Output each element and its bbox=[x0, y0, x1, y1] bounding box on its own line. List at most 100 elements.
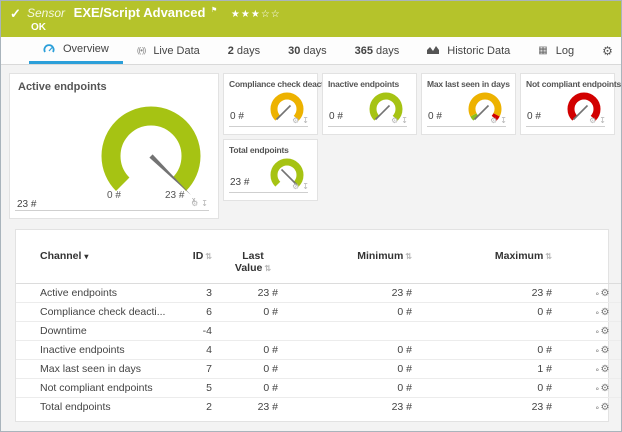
sensor-kind-label: Sensor bbox=[27, 6, 66, 20]
tab-365-days[interactable]: 365 days bbox=[354, 44, 400, 57]
gauge-current-value: 23 # bbox=[230, 177, 250, 188]
channel-last-value: 0 # bbox=[263, 382, 278, 394]
channel-settings-icon[interactable]: ⚙ bbox=[601, 326, 610, 337]
sensor-title: EXE/Script Advanced bbox=[73, 5, 206, 20]
tab-overview-label: Overview bbox=[63, 43, 109, 55]
gauge-max-label: 23 # bbox=[165, 190, 185, 201]
channel-name[interactable]: Downtime bbox=[40, 325, 87, 337]
gauge-title: Total endpoints bbox=[229, 145, 289, 155]
table-row: Inactive endpoints 4 0 # 0 # 0 # ⚙ bbox=[16, 341, 621, 360]
gauge-gear-icon[interactable]: ⚙ bbox=[490, 116, 498, 125]
tab-settings[interactable]: ⚙ Settings bbox=[588, 37, 621, 64]
channel-table-header-row: Channel ▾ ID ⇅ Last Value ⇅ Minimum ⇅ Maximum… bbox=[16, 244, 621, 284]
sensor-header: ✓ Sensor EXE/Script Advanced ⚑ ★★★☆☆ OK bbox=[1, 1, 621, 37]
live-data-signal-icon: ((•)) bbox=[136, 45, 147, 55]
tab-historic-data[interactable]: Historic Data bbox=[413, 37, 524, 64]
gauge-pin-icon[interactable]: ↧ bbox=[401, 116, 408, 125]
channel-id: -4 bbox=[202, 325, 212, 337]
channel-settings-icon[interactable]: ⚙ bbox=[601, 364, 610, 375]
tab-365-days-label: days bbox=[376, 44, 400, 57]
channel-settings-icon[interactable]: ⚙ bbox=[601, 383, 610, 394]
column-header-id[interactable]: ID ⇅ bbox=[192, 250, 212, 262]
channel-minimum: 23 # bbox=[391, 287, 412, 299]
channel-settings-icon[interactable]: ⚙ bbox=[601, 288, 610, 299]
channel-id: 2 bbox=[206, 401, 212, 414]
sort-icon[interactable]: ⇅ bbox=[405, 252, 412, 261]
tab-log[interactable]: ▦ Log bbox=[524, 37, 588, 64]
gauge-current-value: 0 # bbox=[329, 111, 343, 122]
channel-last-value: 0 # bbox=[263, 363, 278, 375]
gauge-current-value: 0 # bbox=[527, 111, 541, 122]
channel-id: 6 bbox=[206, 306, 212, 318]
table-row: Max last seen in days 7 0 # 0 # 1 # ⚙ bbox=[16, 360, 621, 379]
gauge-pin-icon[interactable]: ↧ bbox=[302, 116, 309, 125]
max-last-seen-gauge bbox=[468, 92, 502, 121]
channel-maximum bbox=[420, 322, 560, 341]
column-header-maximum[interactable]: Maximum ⇅ bbox=[494, 250, 552, 262]
channel-id: 5 bbox=[206, 382, 212, 394]
tab-log-label: Log bbox=[555, 44, 575, 57]
channel-name[interactable]: Active endpoints bbox=[40, 287, 118, 299]
tab-overview[interactable]: Overview bbox=[29, 37, 123, 64]
gauge-gear-icon[interactable]: ⚙ bbox=[292, 182, 300, 191]
gauge-current-value: 0 # bbox=[428, 111, 442, 122]
gauge-gear-icon[interactable]: ⚙ bbox=[292, 116, 300, 125]
status-ok-check-icon: ✓ bbox=[10, 6, 21, 21]
channel-name[interactable]: Inactive endpoints bbox=[40, 344, 125, 356]
column-header-minimum[interactable]: Minimum ⇅ bbox=[357, 250, 412, 262]
channel-settings-icon[interactable]: ⚙ bbox=[601, 402, 610, 413]
sort-desc-icon[interactable]: ▾ bbox=[84, 252, 89, 261]
gauge-pin-icon[interactable]: ↧ bbox=[599, 116, 606, 125]
tab-2-days[interactable]: 2 days bbox=[227, 44, 261, 57]
gauge-gear-icon[interactable]: ⚙ bbox=[391, 116, 399, 125]
column-header-channel[interactable]: Channel ▾ bbox=[40, 250, 89, 262]
gauge-pin-icon[interactable]: ↧ bbox=[201, 199, 208, 208]
tab-live-data-label: Live Data bbox=[153, 44, 200, 57]
stars-filled[interactable]: ★★★ bbox=[230, 9, 261, 20]
gauge-panel-active-endpoints: Active endpoints x 0 # 23 # 23 # ⚙ ↧ bbox=[9, 73, 219, 219]
channel-minimum: 0 # bbox=[397, 344, 412, 356]
channel-maximum: 1 # bbox=[537, 363, 552, 375]
channel-last-value: 0 # bbox=[263, 306, 278, 318]
gauge-panel-total-endpoints: Total endpoints 23 # ⚙ ↧ bbox=[223, 139, 318, 201]
sort-icon[interactable]: ⇅ bbox=[205, 252, 212, 261]
not-compliant-gauge bbox=[567, 92, 601, 121]
table-row: Compliance check deacti... 6 0 # 0 # 0 #… bbox=[16, 303, 621, 322]
channel-maximum: 23 # bbox=[531, 287, 552, 299]
gauge-gear-icon[interactable]: ⚙ bbox=[191, 199, 199, 208]
channel-last-value: 23 # bbox=[257, 401, 278, 414]
channel-name[interactable]: Total endpoints bbox=[40, 401, 111, 414]
tab-live-data[interactable]: ((•)) Live Data bbox=[123, 37, 214, 64]
sort-icon[interactable]: ⇅ bbox=[545, 252, 552, 261]
channel-name[interactable]: Compliance check deacti... bbox=[40, 306, 166, 318]
gauge-panel-compliance-check-deactivated: Compliance check deactivated 0 # ⚙ ↧ bbox=[223, 73, 347, 135]
channel-minimum: 0 # bbox=[397, 382, 412, 394]
column-header-last-value[interactable]: Last Value ⇅ bbox=[234, 250, 272, 274]
inactive-endpoints-gauge bbox=[369, 92, 403, 121]
stars-empty[interactable]: ☆☆ bbox=[260, 9, 281, 20]
flag-icon[interactable]: ⚑ bbox=[211, 6, 218, 14]
channel-maximum: 0 # bbox=[537, 344, 552, 356]
gauge-pin-icon[interactable]: ↧ bbox=[302, 182, 309, 191]
tab-30-days[interactable]: 30 days bbox=[288, 44, 327, 57]
channel-id: 7 bbox=[206, 363, 212, 375]
sort-icon[interactable]: ⇅ bbox=[264, 264, 272, 273]
channel-settings-icon[interactable]: ⚙ bbox=[601, 345, 610, 356]
priority-stars[interactable]: ★★★☆☆ bbox=[231, 9, 281, 20]
gauge-title: Active endpoints bbox=[18, 81, 107, 93]
channel-name[interactable]: Not compliant endpoints bbox=[40, 382, 153, 394]
channel-minimum: 23 # bbox=[391, 401, 412, 414]
gauge-panel-not-compliant: Not compliant endpoints 0 # ⚙ ↧ bbox=[520, 73, 621, 135]
channel-minimum: 0 # bbox=[397, 306, 412, 318]
gauge-gear-icon[interactable]: ⚙ bbox=[589, 116, 597, 125]
channel-maximum: 0 # bbox=[537, 306, 552, 318]
tab-30-days-label: days bbox=[303, 44, 327, 57]
gauge-pin-icon[interactable]: ↧ bbox=[500, 116, 507, 125]
channel-minimum: 0 # bbox=[397, 363, 412, 375]
channel-settings-icon[interactable]: ⚙ bbox=[601, 307, 610, 318]
channel-name[interactable]: Max last seen in days bbox=[40, 363, 141, 375]
channel-maximum: 0 # bbox=[537, 382, 552, 394]
table-row: Not compliant endpoints 5 0 # 0 # 0 # ⚙ bbox=[16, 379, 621, 398]
gauge-title: Max last seen in days bbox=[427, 79, 510, 89]
